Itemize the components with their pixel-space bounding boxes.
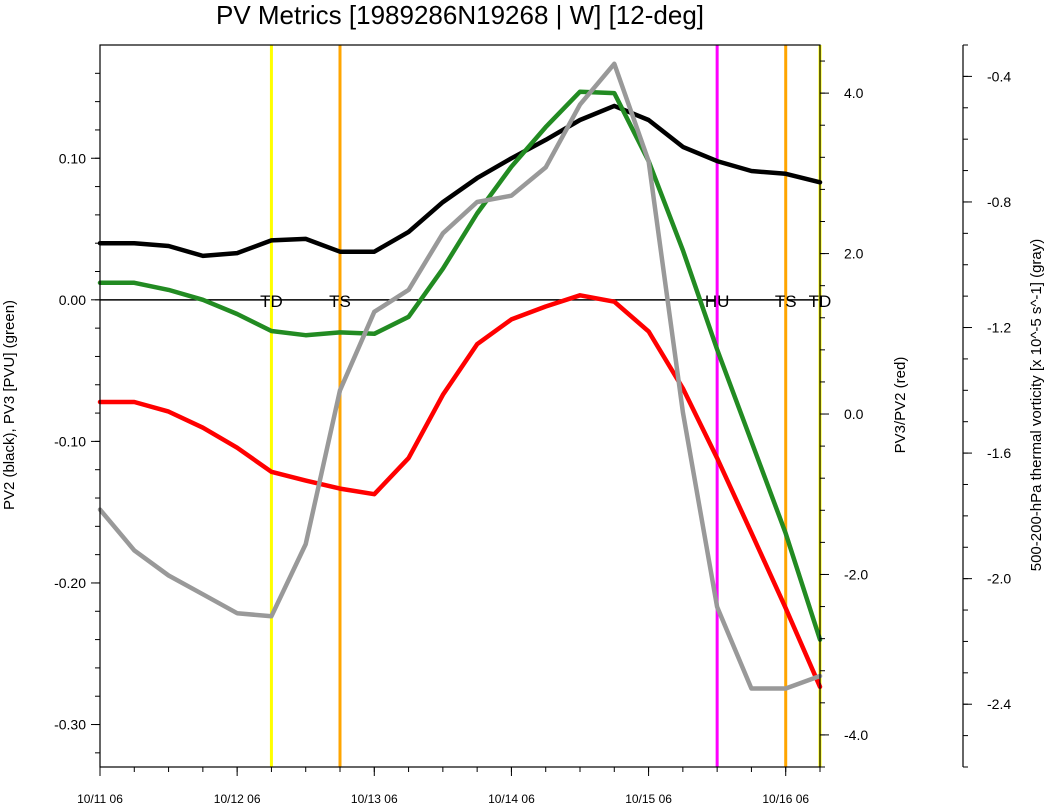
- series-line-right-2: [97, 293, 823, 690]
- right-axis-label: PV3/PV2 (red): [892, 357, 909, 454]
- far-right-axis-tick-label: -1.2: [987, 320, 1011, 336]
- far-right-axis-tick-label: -0.8: [987, 194, 1011, 210]
- far-right-axis-tick-label: -1.6: [987, 445, 1011, 461]
- series-line-left-1: [97, 89, 823, 642]
- left-axis-tick-label: 0.00: [59, 292, 86, 308]
- x-axis-tick-label: 10/12 06: [214, 792, 261, 805]
- series-line-far_right-3: [97, 61, 823, 691]
- x-axis-tick-label: 10/16 06: [762, 792, 809, 805]
- chart-title: PV Metrics [1989286N19268 | W] [12-deg]: [216, 0, 704, 30]
- axes: 0.10 0.00 -0.10 -0.20 -0.30 4.0 2.0 0.0 -2.0 -4.0…: [54, 44, 1011, 805]
- far-right-axis-label: 500-200-hPa thermal vorticity [x 10^-5 s…: [1028, 239, 1045, 572]
- x-axis-tick-label: 10/13 06: [351, 792, 398, 805]
- x-axis-tick-label: 10/11 06: [77, 792, 123, 805]
- far-right-axis-tick-label: -2.4: [987, 696, 1011, 712]
- left-axis-label: PV2 (black), PV3 [PVU] (green): [1, 300, 18, 510]
- left-axis-tick-label: -0.30: [54, 717, 86, 733]
- far-right-axis-tick-label: -2.0: [987, 571, 1011, 587]
- right-axis-tick-label: -2.0: [844, 566, 868, 582]
- right-axis-tick-label: 4.0: [844, 85, 864, 101]
- left-axis-tick-label: 0.10: [59, 150, 86, 166]
- left-axis-tick-label: -0.10: [54, 433, 86, 449]
- marker-label-ts-1: TS: [329, 292, 351, 311]
- marker-label-td-0: TD: [260, 292, 283, 311]
- right-axis-tick-label: 0.0: [844, 406, 864, 422]
- series-line-left-0: [97, 103, 823, 259]
- right-axis-tick-label: 2.0: [844, 246, 864, 262]
- marker-label-ts-3: TS: [775, 292, 797, 311]
- x-axis-tick-label: 10/15 06: [625, 792, 672, 805]
- left-axis-tick-label: -0.20: [54, 575, 86, 591]
- x-axis-tick-label: 10/14 06: [488, 792, 535, 805]
- plot-area: TD TS HU TS TD: [97, 45, 831, 767]
- plot-frame: [99, 44, 821, 768]
- right-axis-tick-label: -4.0: [844, 727, 868, 743]
- far-right-axis-tick-label: -0.4: [987, 68, 1011, 84]
- marker-label-hu-2: HU: [705, 292, 730, 311]
